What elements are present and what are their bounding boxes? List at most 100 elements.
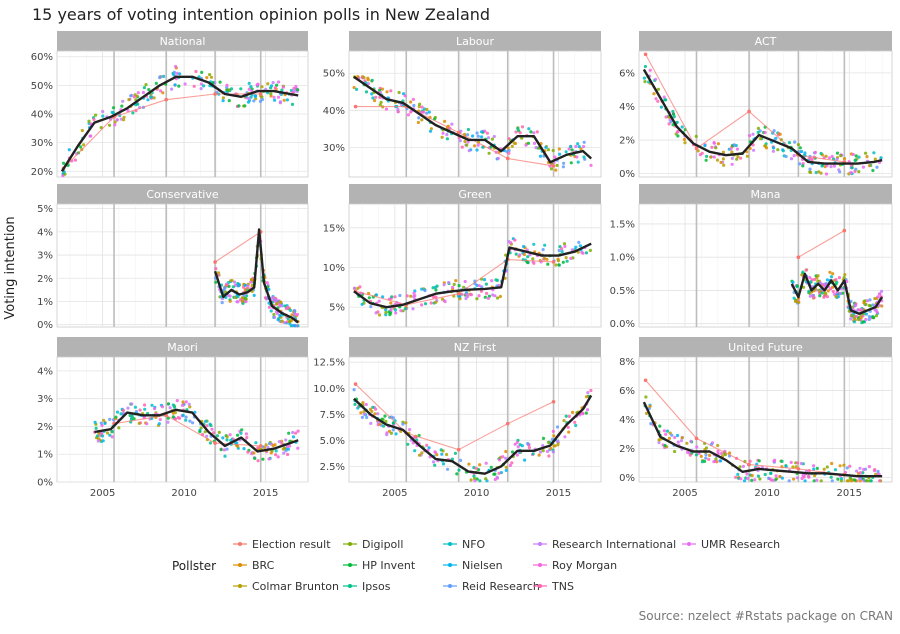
poll-point xyxy=(420,287,424,291)
poll-point xyxy=(496,156,500,160)
poll-point xyxy=(673,435,677,440)
poll-point xyxy=(479,289,484,293)
poll-point xyxy=(855,469,859,473)
poll-point xyxy=(838,291,842,296)
poll-point xyxy=(864,151,868,155)
poll-point xyxy=(795,476,799,480)
poll-point xyxy=(845,466,849,470)
poll-point xyxy=(282,451,286,455)
poll-point xyxy=(648,404,652,408)
poll-point xyxy=(144,83,148,87)
poll-point xyxy=(795,461,800,465)
poll-point xyxy=(792,477,796,481)
poll-point xyxy=(256,459,260,463)
legend-key-point xyxy=(348,563,352,567)
poll-point xyxy=(857,317,861,322)
poll-point xyxy=(433,463,437,467)
poll-point xyxy=(275,302,279,306)
poll-point xyxy=(484,477,488,481)
poll-point xyxy=(719,451,724,456)
poll-point xyxy=(434,300,438,304)
legend-label: TNS xyxy=(551,580,574,593)
poll-point xyxy=(485,131,489,135)
poll-point xyxy=(787,141,792,145)
poll-point xyxy=(807,474,811,479)
poll-point xyxy=(792,154,796,158)
poll-point xyxy=(694,453,699,457)
poll-point xyxy=(480,285,484,289)
poll-point xyxy=(359,411,363,415)
poll-point xyxy=(825,278,830,282)
poll-point xyxy=(473,479,477,483)
poll-point xyxy=(469,478,473,482)
poll-point xyxy=(273,86,277,90)
poll-point xyxy=(664,98,668,102)
chart-title: 15 years of voting intention opinion pol… xyxy=(32,5,490,24)
poll-point xyxy=(465,143,469,147)
poll-point xyxy=(739,156,743,160)
poll-point xyxy=(516,445,520,449)
poll-point xyxy=(143,403,147,407)
poll-point xyxy=(829,275,834,279)
poll-point xyxy=(830,479,834,483)
poll-point xyxy=(871,315,876,319)
poll-point xyxy=(463,139,467,144)
poll-point xyxy=(425,107,429,112)
poll-point xyxy=(858,466,862,470)
poll-point xyxy=(441,462,446,466)
poll-point xyxy=(868,298,872,302)
poll-point xyxy=(563,244,567,248)
poll-point xyxy=(819,151,823,156)
poll-point xyxy=(130,414,134,418)
poll-point xyxy=(285,98,289,102)
poll-point xyxy=(446,467,450,471)
election-result-point xyxy=(551,399,556,404)
poll-point xyxy=(842,157,847,161)
poll-point xyxy=(469,293,473,297)
poll-point xyxy=(803,479,807,483)
poll-point xyxy=(174,64,178,69)
poll-point xyxy=(526,255,530,259)
poll-point xyxy=(796,300,800,304)
poll-point xyxy=(253,456,257,460)
panel-national: National 20% 30% 40% 50% 60% xyxy=(31,31,309,178)
poll-point xyxy=(126,108,130,113)
poll-point xyxy=(240,428,244,432)
y-tick-label: 50% xyxy=(31,81,53,92)
election-result-point xyxy=(164,97,169,102)
poll-point xyxy=(393,308,397,312)
poll-point xyxy=(750,478,754,482)
poll-point xyxy=(552,434,556,438)
poll-point xyxy=(245,294,249,298)
poll-point xyxy=(763,144,768,148)
poll-point xyxy=(531,257,535,261)
poll-point xyxy=(394,432,398,436)
poll-point xyxy=(741,464,746,468)
poll-point xyxy=(835,280,839,284)
poll-point xyxy=(260,97,264,102)
poll-point xyxy=(542,256,547,260)
legend-key-point xyxy=(538,563,542,567)
poll-point xyxy=(246,450,250,454)
poll-point xyxy=(778,132,782,136)
poll-point xyxy=(652,92,656,96)
poll-point xyxy=(694,134,698,138)
poll-point xyxy=(478,479,482,483)
poll-point xyxy=(504,456,508,460)
poll-point xyxy=(541,449,545,453)
poll-point xyxy=(858,471,863,475)
poll-point xyxy=(495,475,499,479)
election-result-point xyxy=(213,441,217,445)
poll-point xyxy=(510,461,514,465)
poll-point xyxy=(512,141,516,145)
poll-point xyxy=(191,421,195,425)
poll-point xyxy=(555,425,560,429)
poll-point xyxy=(451,285,455,289)
poll-point xyxy=(105,431,110,435)
poll-point xyxy=(273,98,277,102)
poll-point xyxy=(403,94,407,98)
poll-point xyxy=(834,295,838,299)
y-tick-label: 0% xyxy=(37,320,53,331)
poll-point xyxy=(389,307,393,311)
